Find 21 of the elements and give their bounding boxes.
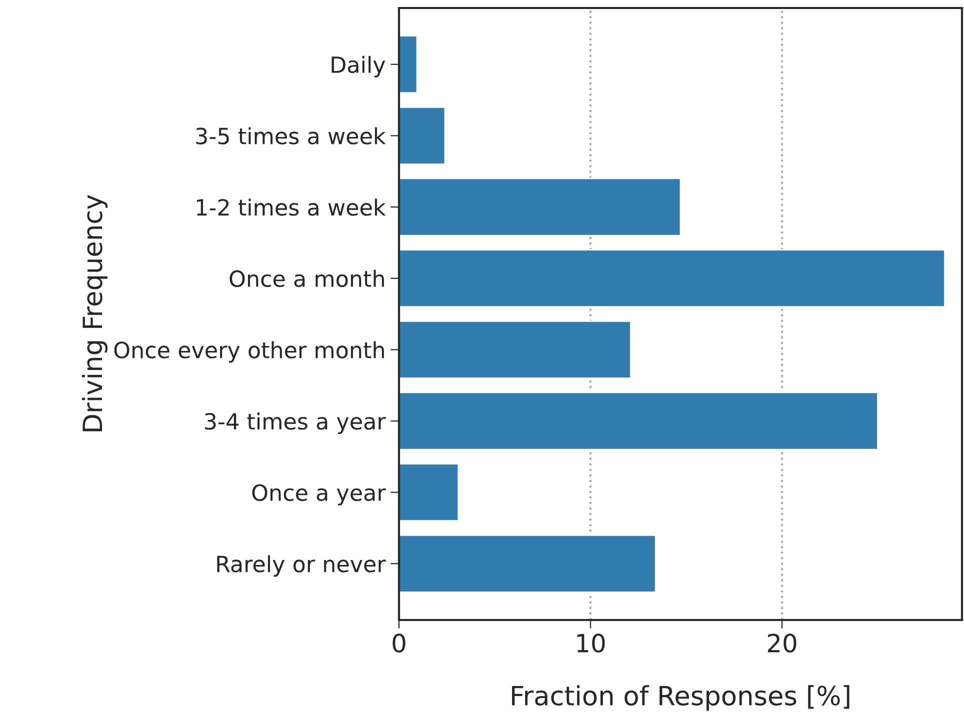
y-tick-label: Once every other month [114,341,384,363]
y-tick-label: 1-2 times a week [196,198,386,216]
bar [399,392,878,450]
bar [399,463,460,522]
bar [399,249,946,308]
y-tick-label: 3-5 times a week [196,127,386,144]
y-tick-label: 3-4 times a year [205,412,386,434]
bar [399,320,632,379]
x-tick-label: 10 [577,634,605,653]
x-tick-label: 0 [392,634,406,653]
y-tick-label: Once a year [252,484,386,506]
y-axis-title: Driving Frequency [82,194,108,432]
y-tick-label: Daily [332,56,386,78]
bar [399,106,446,165]
x-tick-label: 20 [768,634,796,653]
y-tick-label: Rarely or never [217,555,386,577]
bar [399,534,656,593]
x-axis-title: Fraction of Responses [%] [512,685,850,711]
y-tick-label: Once a month [230,270,384,288]
bar [399,35,418,94]
bar [399,178,682,236]
